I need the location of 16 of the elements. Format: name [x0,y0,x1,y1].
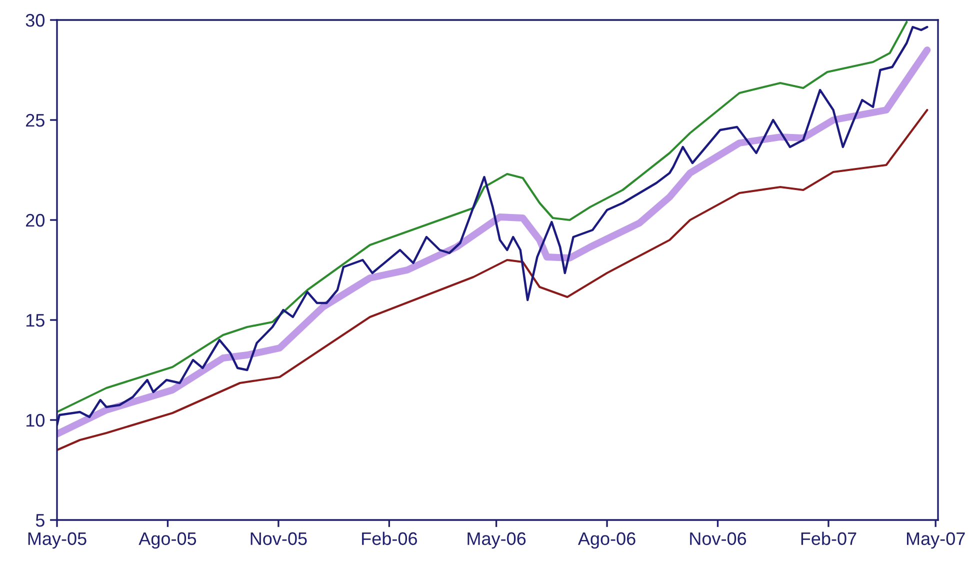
y-tick-label: 15 [26,314,44,327]
y-tick-label: 30 [26,14,44,27]
y-tick-label: 10 [26,414,44,427]
x-tick-label: Ago-06 [578,532,636,549]
line-series [57,108,928,452]
y-tick-label: 25 [26,114,44,127]
x-tick-label: May-06 [468,532,526,549]
x-tick-label: May-05 [28,532,86,549]
y-tick-label: 5 [36,514,44,527]
x-tick-label: Nov-06 [690,532,746,546]
x-tick-label: Feb-07 [801,532,856,546]
x-tick-label: Nov-05 [250,532,307,546]
y-tick-label: 20 [26,214,44,227]
x-tick-label: Ago-05 [138,532,196,549]
x-tick-label: Feb-06 [362,532,417,546]
x-tick-label: May-07 [906,532,965,549]
